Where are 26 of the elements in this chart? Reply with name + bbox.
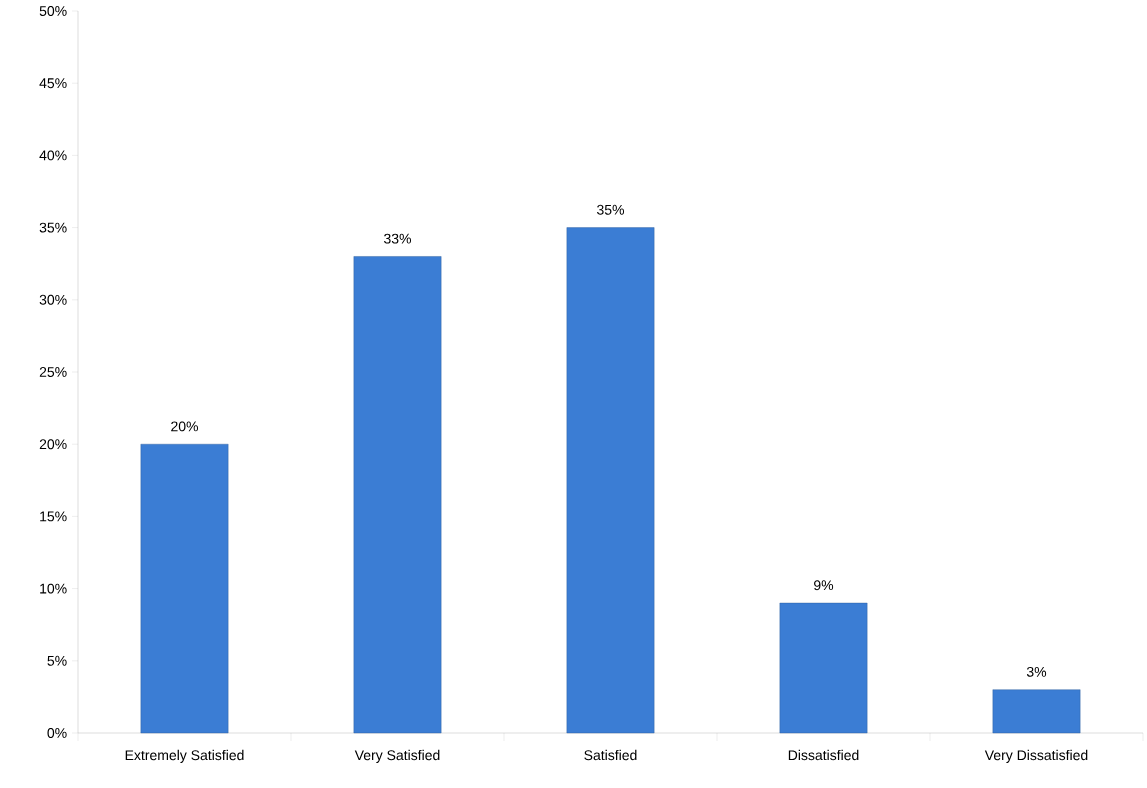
data-label: 35% bbox=[597, 204, 625, 215]
data-label: 33% bbox=[384, 233, 412, 244]
y-tick-label: 25% bbox=[39, 367, 67, 377]
bar bbox=[779, 602, 868, 734]
bar bbox=[566, 227, 655, 734]
y-tick-label: 35% bbox=[39, 222, 67, 233]
bar bbox=[992, 689, 1081, 734]
y-tick-label: 5% bbox=[47, 655, 67, 666]
y-tick-label: 45% bbox=[39, 78, 67, 89]
x-tick-label: Dissatisfied bbox=[788, 749, 859, 761]
y-tick-label: 0% bbox=[47, 728, 67, 738]
data-label: 9% bbox=[814, 580, 834, 591]
y-tick-label: 40% bbox=[39, 150, 67, 161]
x-tick-label: Satisfied bbox=[584, 749, 637, 761]
y-tick-label: 20% bbox=[39, 439, 67, 450]
y-tick-label: 50% bbox=[39, 6, 67, 16]
bar bbox=[140, 444, 229, 734]
y-tick-label: 15% bbox=[40, 511, 67, 522]
data-label: 20% bbox=[171, 421, 199, 432]
y-tick-label: 10% bbox=[40, 583, 67, 594]
data-label: 3% bbox=[1026, 666, 1047, 677]
y-tick-label: 30% bbox=[39, 294, 67, 305]
x-tick-label: Very Dissatisfied bbox=[984, 749, 1088, 763]
x-tick-label: Extremely Satisfied bbox=[125, 749, 244, 763]
x-tick-label: Very Satisfied bbox=[354, 749, 440, 763]
bar bbox=[353, 256, 442, 734]
